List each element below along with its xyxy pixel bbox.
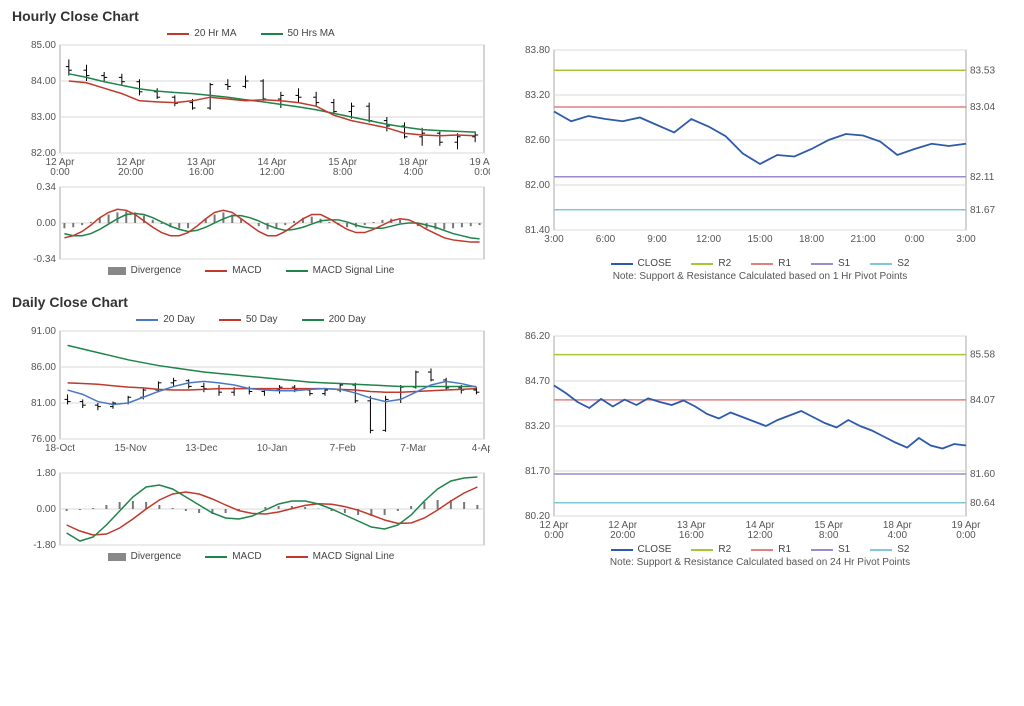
svg-text:12:00: 12:00 bbox=[696, 234, 721, 245]
svg-text:-0.34: -0.34 bbox=[33, 254, 56, 265]
svg-text:4:00: 4:00 bbox=[888, 530, 908, 541]
svg-text:0:00: 0:00 bbox=[50, 167, 70, 178]
svg-text:20:00: 20:00 bbox=[118, 167, 143, 178]
svg-text:82.11: 82.11 bbox=[970, 172, 995, 183]
daily-pivot-chart: 80.2081.7083.2084.7086.2085.5884.0781.60… bbox=[510, 332, 1010, 542]
svg-text:18-Oct: 18-Oct bbox=[45, 443, 75, 454]
hourly-pivot-note: Note: Support & Resistance Calculated ba… bbox=[510, 271, 1010, 282]
hourly-macd-chart: -0.34 0.00 0.34 bbox=[12, 181, 490, 265]
daily-section: Daily Close Chart 20 Day50 Day200 Day 76… bbox=[12, 294, 1016, 568]
svg-text:82.00: 82.00 bbox=[525, 180, 550, 191]
daily-price-legend: 20 Day50 Day200 Day bbox=[12, 314, 490, 325]
svg-text:85.00: 85.00 bbox=[31, 41, 56, 51]
svg-text:4-Apr: 4-Apr bbox=[472, 443, 490, 454]
svg-text:4:00: 4:00 bbox=[404, 167, 424, 178]
svg-text:15-Nov: 15-Nov bbox=[115, 443, 147, 454]
svg-text:1.80: 1.80 bbox=[37, 468, 57, 479]
svg-text:-1.80: -1.80 bbox=[33, 540, 56, 551]
svg-text:83.04: 83.04 bbox=[970, 102, 995, 113]
svg-text:83.53: 83.53 bbox=[970, 65, 995, 76]
hourly-macd-legend: DivergenceMACDMACD Signal Line bbox=[12, 265, 490, 276]
daily-pivot-note: Note: Support & Resistance Calculated ba… bbox=[510, 557, 1010, 568]
svg-text:86.00: 86.00 bbox=[31, 362, 56, 373]
daily-macd-legend: DivergenceMACDMACD Signal Line bbox=[12, 551, 490, 562]
svg-text:0.00: 0.00 bbox=[37, 218, 57, 229]
svg-text:12:00: 12:00 bbox=[259, 167, 284, 178]
svg-text:16:00: 16:00 bbox=[679, 530, 704, 541]
svg-text:8:00: 8:00 bbox=[819, 530, 839, 541]
hourly-section: Hourly Close Chart 20 Hr MA50 Hrs MA 82.… bbox=[12, 8, 1016, 282]
svg-text:84.07: 84.07 bbox=[970, 395, 995, 406]
svg-text:0:00: 0:00 bbox=[544, 530, 564, 541]
svg-text:7-Mar: 7-Mar bbox=[400, 443, 427, 454]
svg-text:84.70: 84.70 bbox=[525, 376, 550, 387]
svg-text:12:00: 12:00 bbox=[747, 530, 772, 541]
svg-text:83.20: 83.20 bbox=[525, 90, 550, 101]
svg-text:8:00: 8:00 bbox=[333, 167, 353, 178]
svg-text:9:00: 9:00 bbox=[647, 234, 667, 245]
svg-text:0:00: 0:00 bbox=[905, 234, 925, 245]
svg-text:84.00: 84.00 bbox=[31, 76, 56, 87]
svg-text:85.58: 85.58 bbox=[970, 350, 995, 361]
svg-text:3:00: 3:00 bbox=[544, 234, 564, 245]
svg-text:13-Dec: 13-Dec bbox=[185, 443, 217, 454]
svg-text:81.00: 81.00 bbox=[31, 398, 56, 409]
svg-text:81.67: 81.67 bbox=[970, 205, 995, 216]
daily-title: Daily Close Chart bbox=[12, 294, 1016, 310]
svg-text:83.20: 83.20 bbox=[525, 421, 550, 432]
svg-text:3:00: 3:00 bbox=[956, 234, 976, 245]
svg-text:0:00: 0:00 bbox=[474, 167, 490, 178]
svg-text:81.60: 81.60 bbox=[970, 469, 995, 480]
svg-text:0.00: 0.00 bbox=[37, 504, 57, 515]
svg-text:81.70: 81.70 bbox=[525, 466, 550, 477]
svg-text:7-Feb: 7-Feb bbox=[330, 443, 357, 454]
svg-text:83.00: 83.00 bbox=[31, 112, 56, 123]
hourly-price-legend: 20 Hr MA50 Hrs MA bbox=[12, 28, 490, 39]
svg-text:0.34: 0.34 bbox=[37, 182, 57, 193]
svg-text:21:00: 21:00 bbox=[850, 234, 875, 245]
svg-text:83.80: 83.80 bbox=[525, 46, 550, 56]
hourly-pivot-chart: 81.4082.0082.6083.2083.8083.5383.0482.11… bbox=[510, 46, 1010, 256]
svg-text:16:00: 16:00 bbox=[189, 167, 214, 178]
hourly-price-chart: 82.0083.0084.0085.0012 Apr0:0012 Apr20:0… bbox=[12, 41, 490, 181]
svg-text:82.60: 82.60 bbox=[525, 135, 550, 146]
svg-text:18:00: 18:00 bbox=[799, 234, 824, 245]
svg-text:15:00: 15:00 bbox=[747, 234, 772, 245]
svg-text:86.20: 86.20 bbox=[525, 332, 550, 342]
svg-text:10-Jan: 10-Jan bbox=[257, 443, 288, 454]
hourly-title: Hourly Close Chart bbox=[12, 8, 1016, 24]
svg-text:0:00: 0:00 bbox=[956, 530, 976, 541]
daily-pivot-legend: CLOSER2R1S1S2 bbox=[510, 544, 1010, 555]
svg-text:20:00: 20:00 bbox=[610, 530, 635, 541]
daily-macd-chart: -1.80 0.00 1.80 bbox=[12, 467, 490, 551]
hourly-pivot-legend: CLOSER2R1S1S2 bbox=[510, 258, 1010, 269]
svg-text:80.64: 80.64 bbox=[970, 498, 995, 509]
svg-text:91.00: 91.00 bbox=[31, 327, 56, 337]
svg-text:6:00: 6:00 bbox=[596, 234, 616, 245]
daily-price-chart: 76.0081.0086.0091.0018-Oct15-Nov13-Dec10… bbox=[12, 327, 490, 467]
